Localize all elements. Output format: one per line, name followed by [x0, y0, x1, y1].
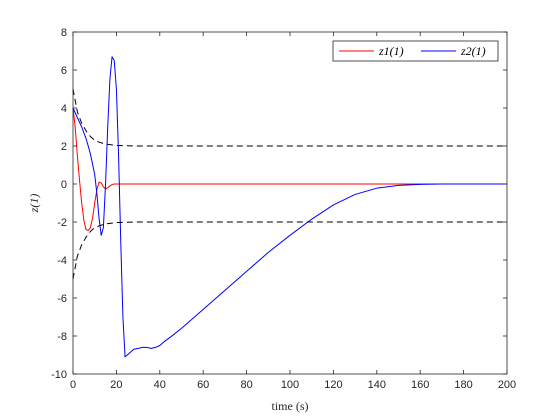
x-tick-label: 160: [411, 379, 429, 391]
series-line-0: [72, 107, 507, 232]
axis-ticks: [72, 31, 508, 375]
x-tick-label: 140: [368, 379, 386, 391]
y-tick-label: 6: [61, 65, 67, 77]
y-axis-label: z(1): [27, 194, 41, 214]
x-tick-label: 60: [197, 379, 209, 391]
y-tick-label: -10: [51, 369, 67, 381]
y-tick-label: -6: [57, 293, 67, 305]
x-tick-label: 80: [240, 379, 252, 391]
legend-label-z1: z1(1): [378, 44, 404, 58]
series-line-3: [72, 221, 507, 280]
series-line-2: [72, 88, 507, 147]
series-lines: [72, 56, 507, 358]
legend-box: [332, 40, 499, 62]
y-tick-label: -2: [57, 217, 67, 229]
x-tick-label: 20: [110, 379, 122, 391]
legend: z1(1) z2(1): [332, 40, 499, 62]
y-tick-label: 0: [61, 179, 67, 191]
tick-labels: 0 20 40 60 80 100 120 140 160 180 200 -10 -8 -6 -4 -2 0 2…: [51, 27, 516, 391]
y-tick-label: -8: [57, 331, 67, 343]
y-tick-label: 4: [61, 103, 67, 115]
x-tick-label: 0: [70, 379, 76, 391]
y-tick-label: 2: [61, 141, 67, 153]
legend-label-z2: z2(1): [460, 44, 486, 58]
x-tick-label: 40: [154, 379, 166, 391]
x-tick-label: 180: [454, 379, 472, 391]
y-tick-label: 8: [61, 27, 67, 39]
x-tick-label: 120: [324, 379, 342, 391]
y-tick-label: -4: [57, 255, 67, 267]
x-tick-label: 200: [498, 379, 516, 391]
x-tick-label: 100: [281, 379, 299, 391]
x-axis-label: time (s): [272, 399, 309, 413]
plot-background: [73, 32, 507, 374]
